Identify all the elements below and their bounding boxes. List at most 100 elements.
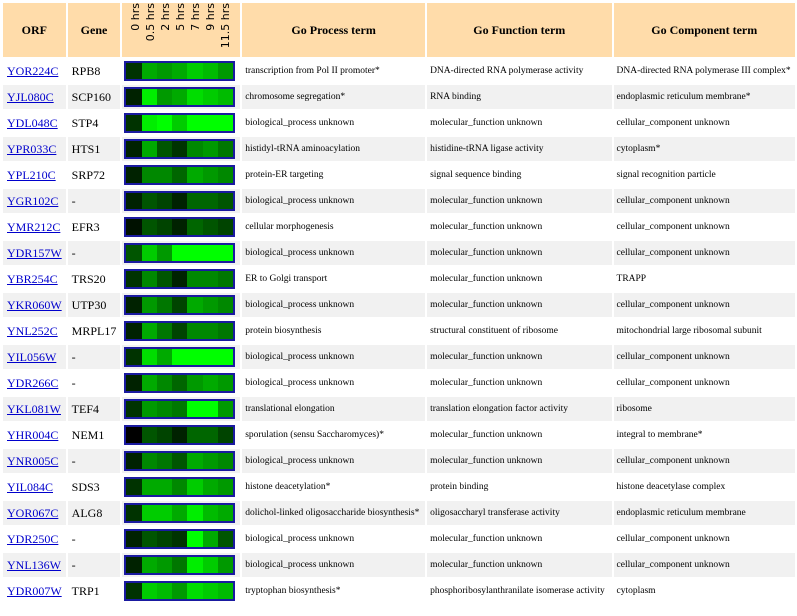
heatmap-swatch (172, 557, 188, 573)
process-cell: histone deacetylation* (245, 482, 331, 492)
heatmap-swatch (218, 115, 234, 131)
orf-link[interactable]: YNR005C (7, 453, 59, 468)
expression-heatmap (124, 555, 236, 575)
table-row: YDR157W - biological_process unknown molecu… (3, 241, 795, 265)
heatmap-swatch (156, 115, 173, 131)
heatmap-swatch (172, 427, 188, 443)
component-cell: cellular_component unknown (616, 222, 730, 232)
expression-heatmap (124, 425, 236, 445)
orf-link[interactable]: YJL080C (7, 89, 54, 104)
heatmap-swatch (126, 193, 142, 209)
function-cell: molecular_function unknown (427, 345, 612, 369)
gene-cell: - (67, 189, 121, 213)
orf-link[interactable]: YDR007W (7, 583, 62, 598)
function-cell: molecular_function unknown (430, 222, 543, 232)
orf-link[interactable]: YDR157W (7, 245, 62, 260)
expression-heatmap (124, 269, 236, 289)
component-cell: cellular_component unknown (616, 118, 730, 128)
heatmap-swatch (141, 349, 157, 365)
gene-cell: - (71, 531, 76, 546)
table-row: YHR004C NEM1 sporulation (sensu Saccharomy… (3, 423, 795, 447)
heatmap-swatch (187, 505, 203, 521)
heatmap-swatch (187, 479, 203, 495)
heatmap-swatch (202, 141, 219, 157)
table-row: YIL056W - biological_process unknown molecu… (3, 345, 795, 369)
gene-cell: EFR3 (71, 219, 100, 234)
heatmap-swatch (141, 63, 157, 79)
orf-link[interactable]: YDR266C (7, 375, 59, 390)
expression-heatmap (124, 529, 236, 549)
orf-link[interactable]: YGR102C (7, 193, 59, 208)
function-cell: molecular_function unknown (430, 274, 543, 284)
orf-link[interactable]: YDR250C (7, 531, 59, 546)
heatmap-swatch (218, 453, 234, 469)
heatmap-swatch (218, 479, 234, 495)
heatmap-swatch (141, 557, 157, 573)
orf-cell: YKL081W (3, 397, 66, 421)
orf-link[interactable]: YHR004C (7, 427, 59, 442)
function-cell: RNA binding (427, 85, 612, 109)
expression-table: ORF Gene 0 hrs 0.5 hrs 2 hrs 5 hrs 7 hrs 9 hr… (1, 1, 797, 605)
orf-cell: YDR007W (3, 579, 66, 603)
heatmap-swatch (156, 297, 173, 313)
orf-cell: YOR067C (3, 501, 66, 525)
heatmap-swatch (156, 167, 173, 183)
heatmap-swatch (172, 89, 188, 105)
table-row: YKR060W UTP30 biological_process unknown mo… (3, 293, 795, 317)
gene-cell: - (67, 553, 121, 577)
heatmap-swatch (202, 557, 219, 573)
component-cell: cellular_component unknown (613, 189, 795, 213)
heatmap-swatch (218, 323, 234, 339)
heatmap-swatch (172, 245, 188, 261)
timepoints-header: 0 hrs 0.5 hrs 2 hrs 5 hrs 7 hrs 9 hrs 11.5 hrs (122, 3, 241, 57)
heatmap-swatch (218, 245, 234, 261)
function-cell: signal sequence binding (430, 170, 522, 180)
table-row: YOR067C ALG8 dolichol-linked oligosacchari… (3, 501, 795, 525)
heatmap-cell (122, 345, 241, 369)
component-cell: histone deacetylase complex (616, 482, 726, 492)
orf-link[interactable]: YKL081W (7, 401, 61, 416)
expression-heatmap (124, 217, 236, 237)
orf-link[interactable]: YPR033C (7, 141, 57, 156)
orf-link[interactable]: YNL136W (7, 557, 61, 572)
process-cell: protein biosynthesis (245, 326, 322, 336)
orf-link[interactable]: YOR224C (7, 63, 59, 78)
gene-cell: MRPL17 (71, 323, 117, 338)
orf-link[interactable]: YDL048C (7, 115, 58, 130)
orf-link[interactable]: YPL210C (7, 167, 56, 182)
orf-link[interactable]: YKR060W (7, 297, 62, 312)
orf-link[interactable]: YNL252C (7, 323, 58, 338)
function-cell: molecular_function unknown (427, 293, 612, 317)
orf-link[interactable]: YOR067C (7, 505, 59, 520)
orf-link[interactable]: YBR254C (7, 271, 58, 286)
table-row: YPR033C HTS1 histidyl-tRNA aminoacylation h… (3, 137, 795, 161)
table-row: YBR254C TRS20 ER to Golgi transport molecul… (3, 267, 795, 291)
table-row: YDR250C - biological_process unknown molecu… (3, 527, 795, 551)
heatmap-swatch (202, 349, 219, 365)
heatmap-swatch (202, 479, 219, 495)
heatmap-swatch (218, 193, 234, 209)
heatmap-swatch (172, 349, 188, 365)
heatmap-swatch (202, 401, 219, 417)
heatmap-swatch (141, 479, 157, 495)
heatmap-swatch (156, 219, 173, 235)
orf-link[interactable]: YIL084C (7, 479, 53, 494)
heatmap-swatch (187, 375, 203, 391)
heatmap-swatch (187, 63, 203, 79)
timepoint-label: 0 hrs (129, 3, 143, 31)
process-cell: cellular morphogenesis (245, 222, 334, 232)
heatmap-swatch (156, 63, 173, 79)
gene-cell: - (67, 449, 121, 473)
heatmap-cell (122, 501, 241, 525)
heatmap-swatch (172, 297, 188, 313)
table-row: YJL080C SCP160 chromosome segregation* RNA … (3, 85, 795, 109)
orf-link[interactable]: YMR212C (7, 219, 61, 234)
heatmap-swatch (126, 219, 142, 235)
table-row: YMR212C EFR3 cellular morphogenesis molecul… (3, 215, 795, 239)
heatmap-swatch (202, 115, 219, 131)
orf-link[interactable]: YIL056W (7, 349, 57, 364)
heatmap-swatch (187, 245, 203, 261)
heatmap-swatch (126, 89, 142, 105)
gene-cell: STP4 (71, 115, 99, 130)
orf-cell: YDR266C (3, 371, 66, 395)
